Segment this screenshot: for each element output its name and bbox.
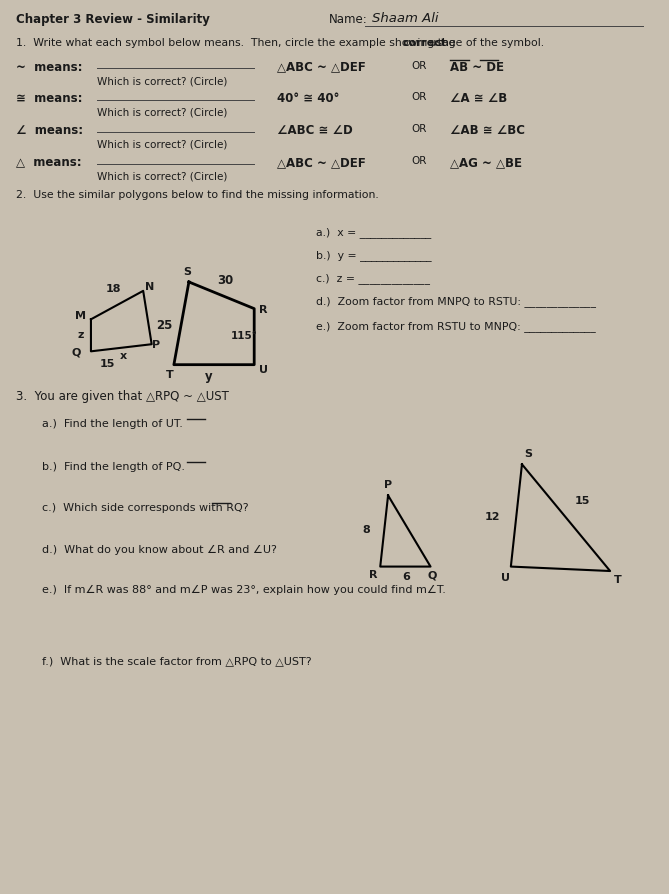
Text: AB ~ DE: AB ~ DE [450,61,504,73]
Text: ∠  means:: ∠ means: [16,123,87,137]
Text: 25: 25 [156,319,173,332]
Text: T: T [613,574,621,584]
Text: OR: OR [411,91,426,102]
Text: 18: 18 [106,283,122,293]
Text: 30: 30 [217,274,233,287]
Text: 6: 6 [402,571,409,581]
Text: 1.  Write what each symbol below means.  Then, circle the example showing the: 1. Write what each symbol below means. T… [16,38,459,48]
Text: P: P [153,340,161,350]
Text: f.)  What is the scale factor from △RPQ to △UST?: f.) What is the scale factor from △RPQ t… [42,656,312,666]
Text: OR: OR [411,61,426,71]
Text: Q: Q [71,347,80,357]
Text: correct: correct [403,38,446,48]
Text: ~  means:: ~ means: [16,61,86,73]
Text: Shaam Ali: Shaam Ali [372,12,438,25]
Text: Which is correct? (Circle): Which is correct? (Circle) [98,172,228,181]
Text: a.)  x = _____________: a.) x = _____________ [316,227,432,238]
Text: x: x [120,350,127,360]
Text: d.)  What do you know about ∠R and ∠U?: d.) What do you know about ∠R and ∠U? [42,544,277,555]
Text: △  means:: △ means: [16,156,86,169]
Text: R: R [259,304,268,315]
Text: T: T [165,370,173,380]
Text: Name:: Name: [329,13,368,27]
Text: M: M [75,310,86,321]
Text: ∠ABC ≅ ∠D: ∠ABC ≅ ∠D [277,123,353,137]
Text: ∠AB ≅ ∠BC: ∠AB ≅ ∠BC [450,123,525,137]
Text: △ABC ~ △DEF: △ABC ~ △DEF [277,61,366,73]
Text: △AG ~ △BE: △AG ~ △BE [450,156,522,169]
Text: 3.  You are given that △RPQ ~ △UST: 3. You are given that △RPQ ~ △UST [16,389,229,402]
Text: c.)  Which side corresponds with RQ?: c.) Which side corresponds with RQ? [42,502,249,512]
Text: OR: OR [411,123,426,133]
Text: S: S [183,266,191,276]
Text: △ABC ~ △DEF: △ABC ~ △DEF [277,156,366,169]
Text: Which is correct? (Circle): Which is correct? (Circle) [98,107,228,118]
Text: R: R [369,569,377,579]
Text: b.)  y = _____________: b.) y = _____________ [316,249,432,261]
Text: Which is correct? (Circle): Which is correct? (Circle) [98,139,228,149]
Text: c.)  z = _____________: c.) z = _____________ [316,273,430,283]
Text: e.)  Zoom factor from RSTU to MNPQ: _____________: e.) Zoom factor from RSTU to MNPQ: _____… [316,321,596,332]
Text: usage of the symbol.: usage of the symbol. [426,38,544,48]
Text: ∠A ≅ ∠B: ∠A ≅ ∠B [450,91,507,105]
Text: ≅  means:: ≅ means: [16,91,86,105]
Text: Chapter 3 Review - Similarity: Chapter 3 Review - Similarity [16,13,209,27]
Text: a.)  Find the length of UT.: a.) Find the length of UT. [42,418,183,428]
Text: 115°: 115° [231,331,258,341]
Text: z: z [78,329,84,339]
Text: Which is correct? (Circle): Which is correct? (Circle) [98,77,228,87]
Text: e.)  If m∠R was 88° and m∠P was 23°, explain how you could find m∠T.: e.) If m∠R was 88° and m∠P was 23°, expl… [42,585,446,595]
Text: d.)  Zoom factor from MNPQ to RSTU: _____________: d.) Zoom factor from MNPQ to RSTU: _____… [316,296,596,307]
Text: S: S [524,449,532,459]
Text: Q: Q [427,569,437,579]
Text: P: P [384,480,392,490]
Text: 40° ≅ 40°: 40° ≅ 40° [277,91,339,105]
Text: y: y [205,370,212,383]
Text: 12: 12 [485,511,500,521]
Text: 8: 8 [363,525,371,535]
Text: b.)  Find the length of PQ.: b.) Find the length of PQ. [42,461,185,471]
Text: OR: OR [411,156,426,165]
Text: 15: 15 [100,358,115,368]
Text: 2.  Use the similar polygons below to find the missing information.: 2. Use the similar polygons below to fin… [16,190,379,199]
Text: N: N [145,283,155,292]
Text: U: U [501,572,510,582]
Text: 15: 15 [574,495,589,505]
Text: U: U [259,365,268,375]
